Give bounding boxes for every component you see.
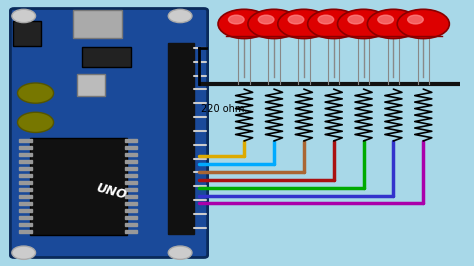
Bar bbox=[19, 202, 32, 205]
Bar bbox=[19, 146, 32, 149]
Circle shape bbox=[318, 15, 334, 24]
Circle shape bbox=[228, 15, 244, 24]
Bar bbox=[125, 209, 137, 212]
Bar bbox=[125, 146, 137, 149]
Bar bbox=[125, 223, 137, 226]
FancyBboxPatch shape bbox=[30, 138, 127, 235]
Bar bbox=[125, 153, 137, 156]
Circle shape bbox=[18, 83, 54, 103]
FancyBboxPatch shape bbox=[13, 21, 41, 46]
Circle shape bbox=[12, 246, 36, 259]
Bar bbox=[19, 223, 32, 226]
Bar bbox=[19, 174, 32, 177]
Bar bbox=[19, 188, 32, 191]
Bar bbox=[125, 216, 137, 219]
Circle shape bbox=[168, 246, 192, 259]
Bar bbox=[19, 181, 32, 184]
Bar bbox=[125, 139, 137, 142]
Bar bbox=[19, 209, 32, 212]
Circle shape bbox=[348, 15, 364, 24]
FancyBboxPatch shape bbox=[73, 10, 122, 38]
Bar bbox=[125, 160, 137, 163]
Bar bbox=[19, 167, 32, 170]
FancyBboxPatch shape bbox=[77, 74, 105, 96]
Text: 220 ohm.: 220 ohm. bbox=[201, 104, 248, 114]
Circle shape bbox=[248, 9, 300, 39]
Bar bbox=[125, 167, 137, 170]
Circle shape bbox=[288, 15, 304, 24]
Bar bbox=[125, 174, 137, 177]
FancyBboxPatch shape bbox=[10, 9, 208, 257]
Bar bbox=[19, 160, 32, 163]
Circle shape bbox=[408, 15, 423, 24]
Circle shape bbox=[258, 15, 274, 24]
Bar bbox=[125, 188, 137, 191]
Text: UNO: UNO bbox=[95, 181, 128, 202]
Circle shape bbox=[218, 9, 270, 39]
Bar bbox=[19, 139, 32, 142]
Bar bbox=[19, 216, 32, 219]
Bar bbox=[19, 195, 32, 198]
Circle shape bbox=[278, 9, 330, 39]
Circle shape bbox=[337, 9, 390, 39]
Bar bbox=[125, 181, 137, 184]
Bar bbox=[125, 195, 137, 198]
Bar bbox=[125, 202, 137, 205]
Circle shape bbox=[12, 9, 36, 23]
Circle shape bbox=[367, 9, 419, 39]
Bar bbox=[19, 230, 32, 233]
Bar bbox=[168, 43, 194, 234]
Circle shape bbox=[168, 9, 192, 23]
Circle shape bbox=[378, 15, 393, 24]
Circle shape bbox=[308, 9, 360, 39]
Bar bbox=[125, 230, 137, 233]
Circle shape bbox=[18, 112, 54, 132]
Circle shape bbox=[397, 9, 449, 39]
Bar bbox=[19, 153, 32, 156]
FancyBboxPatch shape bbox=[82, 47, 131, 67]
